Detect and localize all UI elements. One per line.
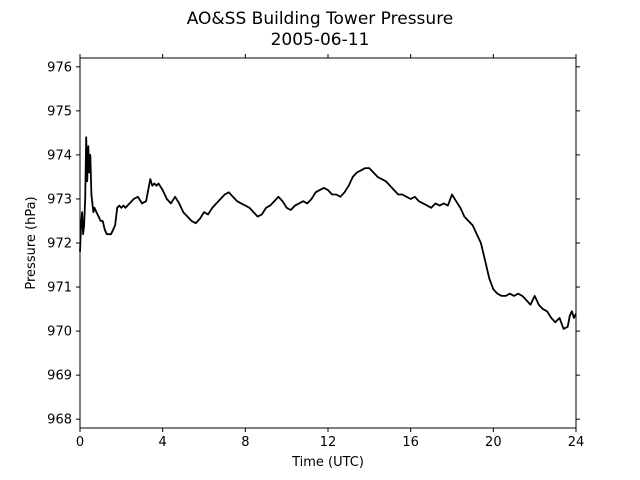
y-tick-label: 972 <box>47 237 72 252</box>
y-tick-label: 969 <box>47 369 72 384</box>
axis-ticks <box>76 54 580 432</box>
y-tick-label: 976 <box>47 60 72 75</box>
x-tick-label: 8 <box>241 435 249 450</box>
tick-labels: 0 4 8 12 16 20 24 968 969 970 971 972 973 974 975 976 <box>47 60 584 450</box>
x-tick-label: 12 <box>320 435 337 450</box>
x-tick-label: 24 <box>568 435 585 450</box>
x-tick-label: 20 <box>485 435 502 450</box>
chart-subtitle: 2005-06-11 <box>271 30 370 50</box>
y-tick-label: 973 <box>47 192 72 207</box>
x-tick-label: 0 <box>76 435 84 450</box>
y-tick-label: 971 <box>47 281 72 296</box>
pressure-series-line <box>79 136 577 330</box>
chart-title: AO&SS Building Tower Pressure <box>187 9 454 29</box>
x-tick-label: 16 <box>402 435 419 450</box>
y-tick-label: 968 <box>47 413 72 428</box>
y-tick-label: 970 <box>47 325 72 340</box>
y-tick-label: 974 <box>47 148 72 163</box>
y-tick-label: 975 <box>47 104 72 119</box>
y-axis-label: Pressure (hPa) <box>24 196 39 289</box>
x-tick-label: 4 <box>159 435 167 450</box>
plot-frame <box>79 57 577 429</box>
x-axis-label: Time (UTC) <box>291 455 364 470</box>
